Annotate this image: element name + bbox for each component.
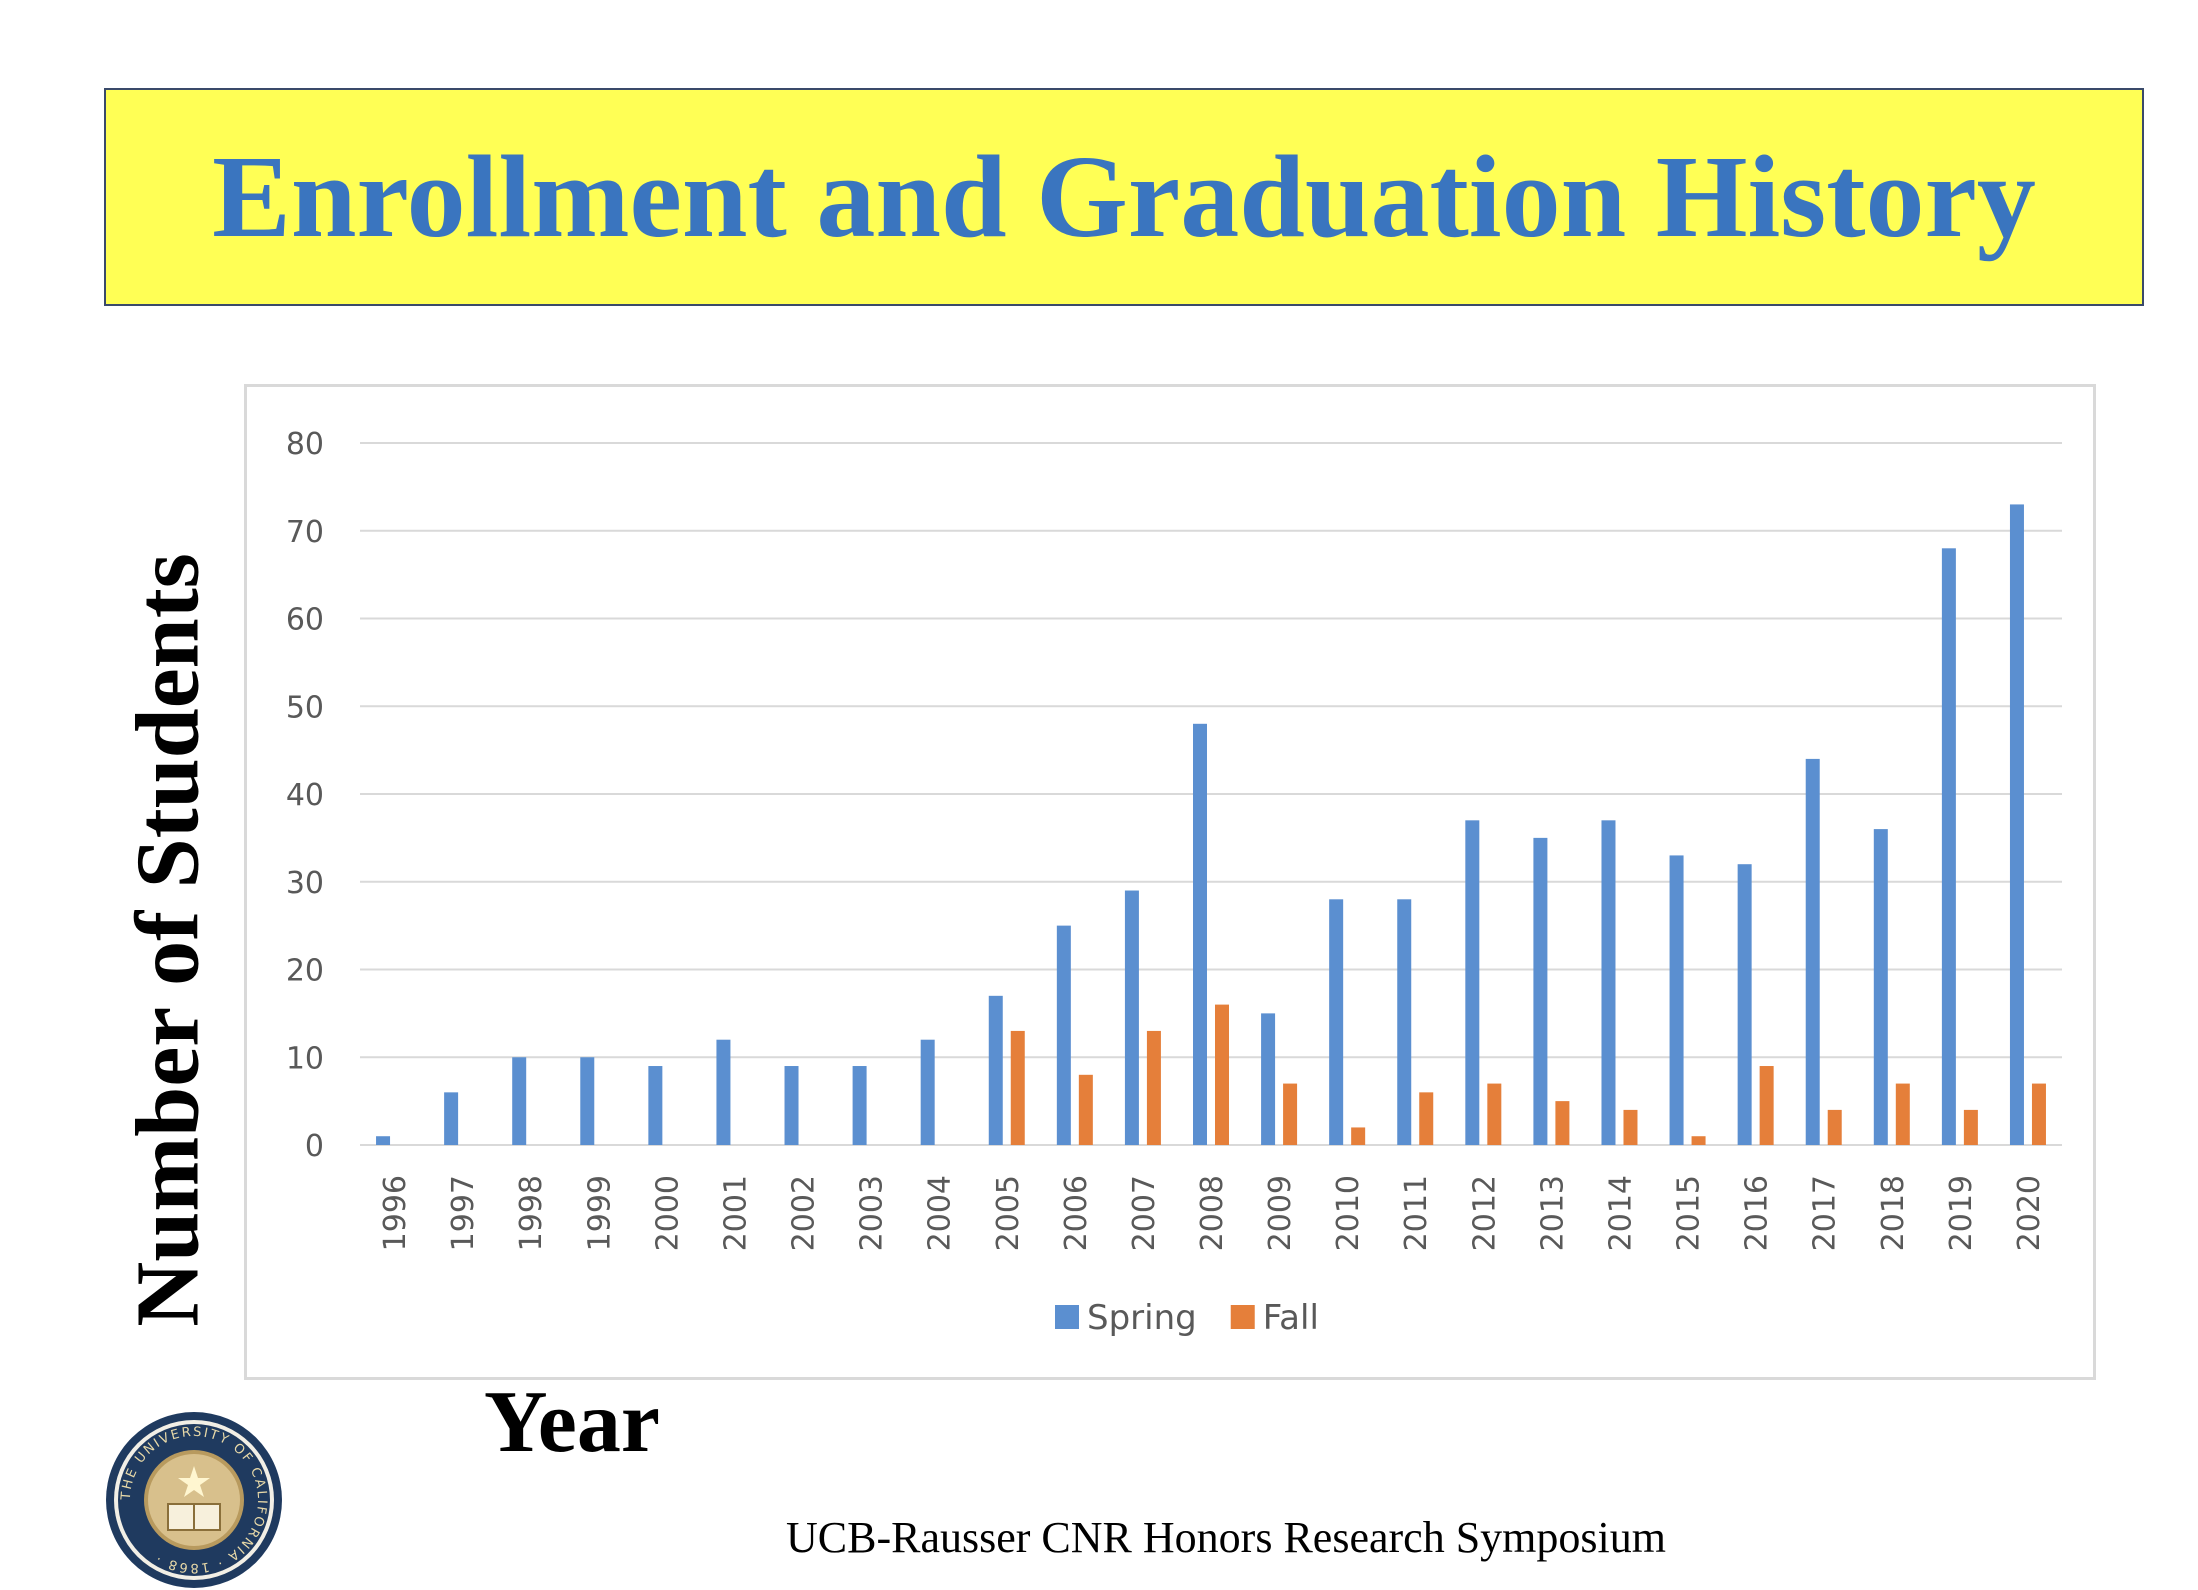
bar-spring xyxy=(852,1066,867,1145)
x-axis-title: Year xyxy=(484,1374,660,1471)
bar-fall xyxy=(1146,1030,1161,1145)
bar-spring xyxy=(648,1066,663,1145)
x-tick-label: 2011 xyxy=(1399,1175,1434,1251)
bar-spring xyxy=(1805,758,1820,1145)
x-tick-label: 1999 xyxy=(582,1175,617,1251)
bar-fall xyxy=(1078,1074,1093,1145)
bar-fall xyxy=(1487,1083,1502,1145)
bar-spring xyxy=(1465,820,1480,1145)
bar-spring xyxy=(1669,855,1684,1145)
y-tick-label: 80 xyxy=(286,427,324,462)
x-tick-label: 2007 xyxy=(1127,1175,1162,1251)
y-tick-label: 60 xyxy=(286,603,324,638)
y-tick-labels: 0 10 20 30 40 50 60 70 80 xyxy=(286,427,324,1164)
bar-spring xyxy=(376,1136,391,1145)
slide-title: Enrollment and Graduation History xyxy=(212,131,2036,262)
bar-fall xyxy=(1351,1127,1366,1145)
x-tick-label: 1998 xyxy=(514,1175,549,1251)
legend: Spring Fall xyxy=(1055,1298,1319,1338)
y-tick-label: 70 xyxy=(286,515,324,550)
bar-fall xyxy=(1555,1101,1570,1145)
bar-fall xyxy=(1759,1066,1774,1145)
bar-fall xyxy=(1827,1109,1842,1145)
bar-spring xyxy=(784,1066,799,1145)
bar-fall xyxy=(1691,1136,1706,1145)
x-tick-label: 2015 xyxy=(1672,1175,1707,1251)
bar-spring xyxy=(1601,820,1616,1145)
bar-chart: 0 10 20 30 40 50 60 70 80 1996 1997 1998 1999 2000 20… xyxy=(286,427,2062,1338)
y-axis-title-text: Number of Students xyxy=(118,553,218,1327)
x-tick-label: 2001 xyxy=(718,1175,753,1251)
legend-label-spring: Spring xyxy=(1087,1298,1197,1338)
x-tick-label: 2016 xyxy=(1740,1175,1775,1251)
x-tick-label: 1997 xyxy=(446,1175,481,1251)
x-tick-label: 2010 xyxy=(1331,1175,1366,1251)
x-tick-label: 2000 xyxy=(650,1175,685,1251)
bar-spring xyxy=(1193,723,1207,1145)
bar-spring xyxy=(2009,504,2024,1145)
bar-spring xyxy=(920,1039,935,1145)
x-tick-label: 1996 xyxy=(378,1175,413,1251)
x-tick-label: 2006 xyxy=(1059,1175,1094,1251)
y-tick-label: 50 xyxy=(286,690,324,725)
bar-spring xyxy=(1261,1013,1276,1145)
title-banner: Enrollment and Graduation History xyxy=(104,88,2144,306)
bar-spring xyxy=(1873,829,1888,1145)
bar-spring xyxy=(1397,899,1412,1145)
chart-frame: 0 10 20 30 40 50 60 70 80 1996 1997 1998 1999 2000 20… xyxy=(244,384,2096,1380)
bar-spring xyxy=(580,1057,595,1145)
bar-fall xyxy=(1010,1030,1025,1145)
university-seal-logo: THE UNIVERSITY OF CALIFORNIA · 1868 · xyxy=(106,1412,282,1588)
x-tick-label: 2003 xyxy=(855,1175,890,1251)
x-tick-label: 2004 xyxy=(923,1175,958,1251)
legend-label-fall: Fall xyxy=(1263,1298,1319,1338)
bar-spring xyxy=(1941,548,1956,1145)
y-tick-label: 20 xyxy=(286,954,324,989)
bar-spring xyxy=(1124,890,1139,1145)
bar-fall xyxy=(1895,1083,1910,1145)
x-tick-labels: 1996 1997 1998 1999 2000 2001 2002 2003 2004 2005… xyxy=(378,1175,2047,1251)
x-tick-label: 2014 xyxy=(1603,1175,1638,1251)
x-tick-label: 2019 xyxy=(1944,1175,1979,1251)
x-tick-label: 2013 xyxy=(1535,1175,1570,1251)
bar-fall xyxy=(1419,1092,1434,1145)
footer-text: UCB-Rausser CNR Honors Research Symposiu… xyxy=(786,1513,1666,1562)
x-tick-label: 2009 xyxy=(1263,1175,1298,1251)
x-tick-label: 2018 xyxy=(1876,1175,1911,1251)
bar-spring xyxy=(716,1039,731,1145)
x-tick-label: 2008 xyxy=(1195,1175,1230,1251)
bar-spring xyxy=(1737,864,1752,1145)
x-tick-label: 2012 xyxy=(1467,1175,1502,1251)
bar-fall xyxy=(2031,1083,2046,1145)
y-tick-label: 40 xyxy=(286,778,324,813)
bar-fall xyxy=(1283,1083,1298,1145)
y-tick-label: 10 xyxy=(286,1041,324,1076)
x-tick-label: 2005 xyxy=(991,1175,1026,1251)
x-tick-label: 2017 xyxy=(1808,1175,1843,1251)
x-tick-label: 2002 xyxy=(787,1175,822,1251)
bar-spring xyxy=(512,1057,527,1145)
bar-spring xyxy=(1533,837,1548,1145)
bars xyxy=(376,504,2046,1145)
bar-spring xyxy=(988,995,1003,1145)
bar-fall xyxy=(1623,1109,1638,1145)
y-tick-label: 0 xyxy=(305,1129,324,1164)
bar-spring xyxy=(1329,899,1344,1145)
x-tick-label: 2020 xyxy=(2012,1175,2047,1251)
grid-lines xyxy=(360,442,2062,1146)
bar-fall xyxy=(1215,1004,1229,1145)
bar-fall xyxy=(1963,1109,1978,1145)
bar-spring xyxy=(1056,925,1071,1145)
legend-swatch-spring xyxy=(1055,1305,1079,1329)
bar-spring xyxy=(444,1092,459,1145)
legend-swatch-fall xyxy=(1230,1305,1255,1329)
y-tick-label: 30 xyxy=(286,866,324,901)
